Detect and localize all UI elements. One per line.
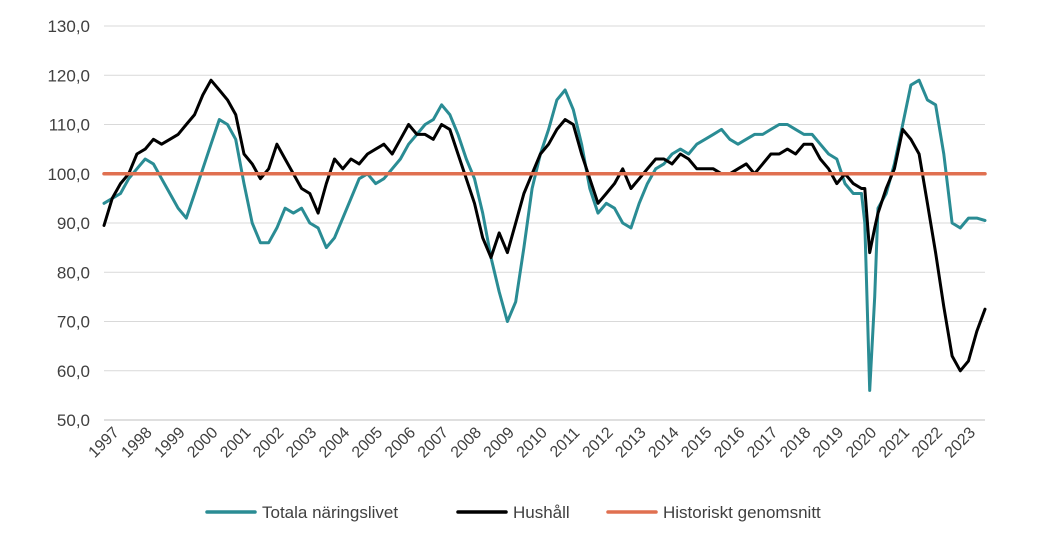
x-tick-label: 2021 [876, 424, 913, 461]
y-axis: 50,0 60,0 70,0 80,0 90,0 100,0 110,0 120,0 130,0 [47, 17, 90, 430]
legend-label-1: Totala näringslivet [262, 503, 398, 522]
x-tick-label: 2016 [711, 424, 748, 461]
x-tick-label: 2023 [942, 424, 979, 461]
x-tick-label: 2020 [843, 424, 880, 461]
x-tick-label: 2013 [612, 424, 649, 461]
x-axis: 1997199819992000200120022003200420052006… [86, 419, 985, 461]
x-tick-label: 2007 [415, 424, 452, 461]
x-tick-label: 2004 [316, 424, 353, 461]
grid-layer [104, 25, 985, 421]
y-tick-label: 50,0 [57, 411, 90, 430]
x-tick-label: 2018 [777, 424, 814, 461]
x-tick-label: 1997 [86, 424, 123, 461]
x-tick-label: 2006 [382, 424, 419, 461]
x-tick-label: 2000 [184, 424, 221, 461]
y-tick-label: 100,0 [47, 165, 90, 184]
x-tick-label: 2002 [250, 424, 287, 461]
x-tick-label: 2010 [514, 424, 551, 461]
x-tick-label: 2017 [744, 424, 781, 461]
x-tick-label: 2009 [481, 424, 518, 461]
x-tick-label: 2014 [645, 424, 682, 461]
x-tick-label: 1998 [118, 424, 155, 461]
legend: Totala näringslivet Hushåll Historiskt gen… [205, 503, 821, 522]
y-tick-label: 90,0 [57, 214, 90, 233]
y-tick-label: 70,0 [57, 313, 90, 332]
x-tick-label: 2001 [217, 424, 254, 461]
y-tick-label: 130,0 [47, 17, 90, 36]
series-line-2 [102, 78, 987, 373]
x-tick-label: 2019 [810, 424, 847, 461]
x-tick-label: 2015 [678, 424, 715, 461]
series-layer [102, 78, 987, 392]
x-tick-label: 2022 [909, 424, 946, 461]
x-tick-label: 2005 [349, 424, 386, 461]
series-line-1 [102, 78, 987, 392]
x-tick-label: 1999 [151, 424, 188, 461]
legend-label-3: Historiskt genomsnitt [663, 503, 821, 522]
x-tick-label: 2008 [448, 424, 485, 461]
y-tick-label: 60,0 [57, 362, 90, 381]
x-tick-label: 2012 [580, 424, 617, 461]
x-tick-label: 2003 [283, 424, 320, 461]
y-tick-label: 120,0 [47, 66, 90, 85]
y-tick-label: 80,0 [57, 263, 90, 282]
y-tick-label: 110,0 [49, 116, 90, 135]
x-tick-label: 2011 [547, 425, 583, 461]
legend-label-2: Hushåll [513, 503, 570, 522]
